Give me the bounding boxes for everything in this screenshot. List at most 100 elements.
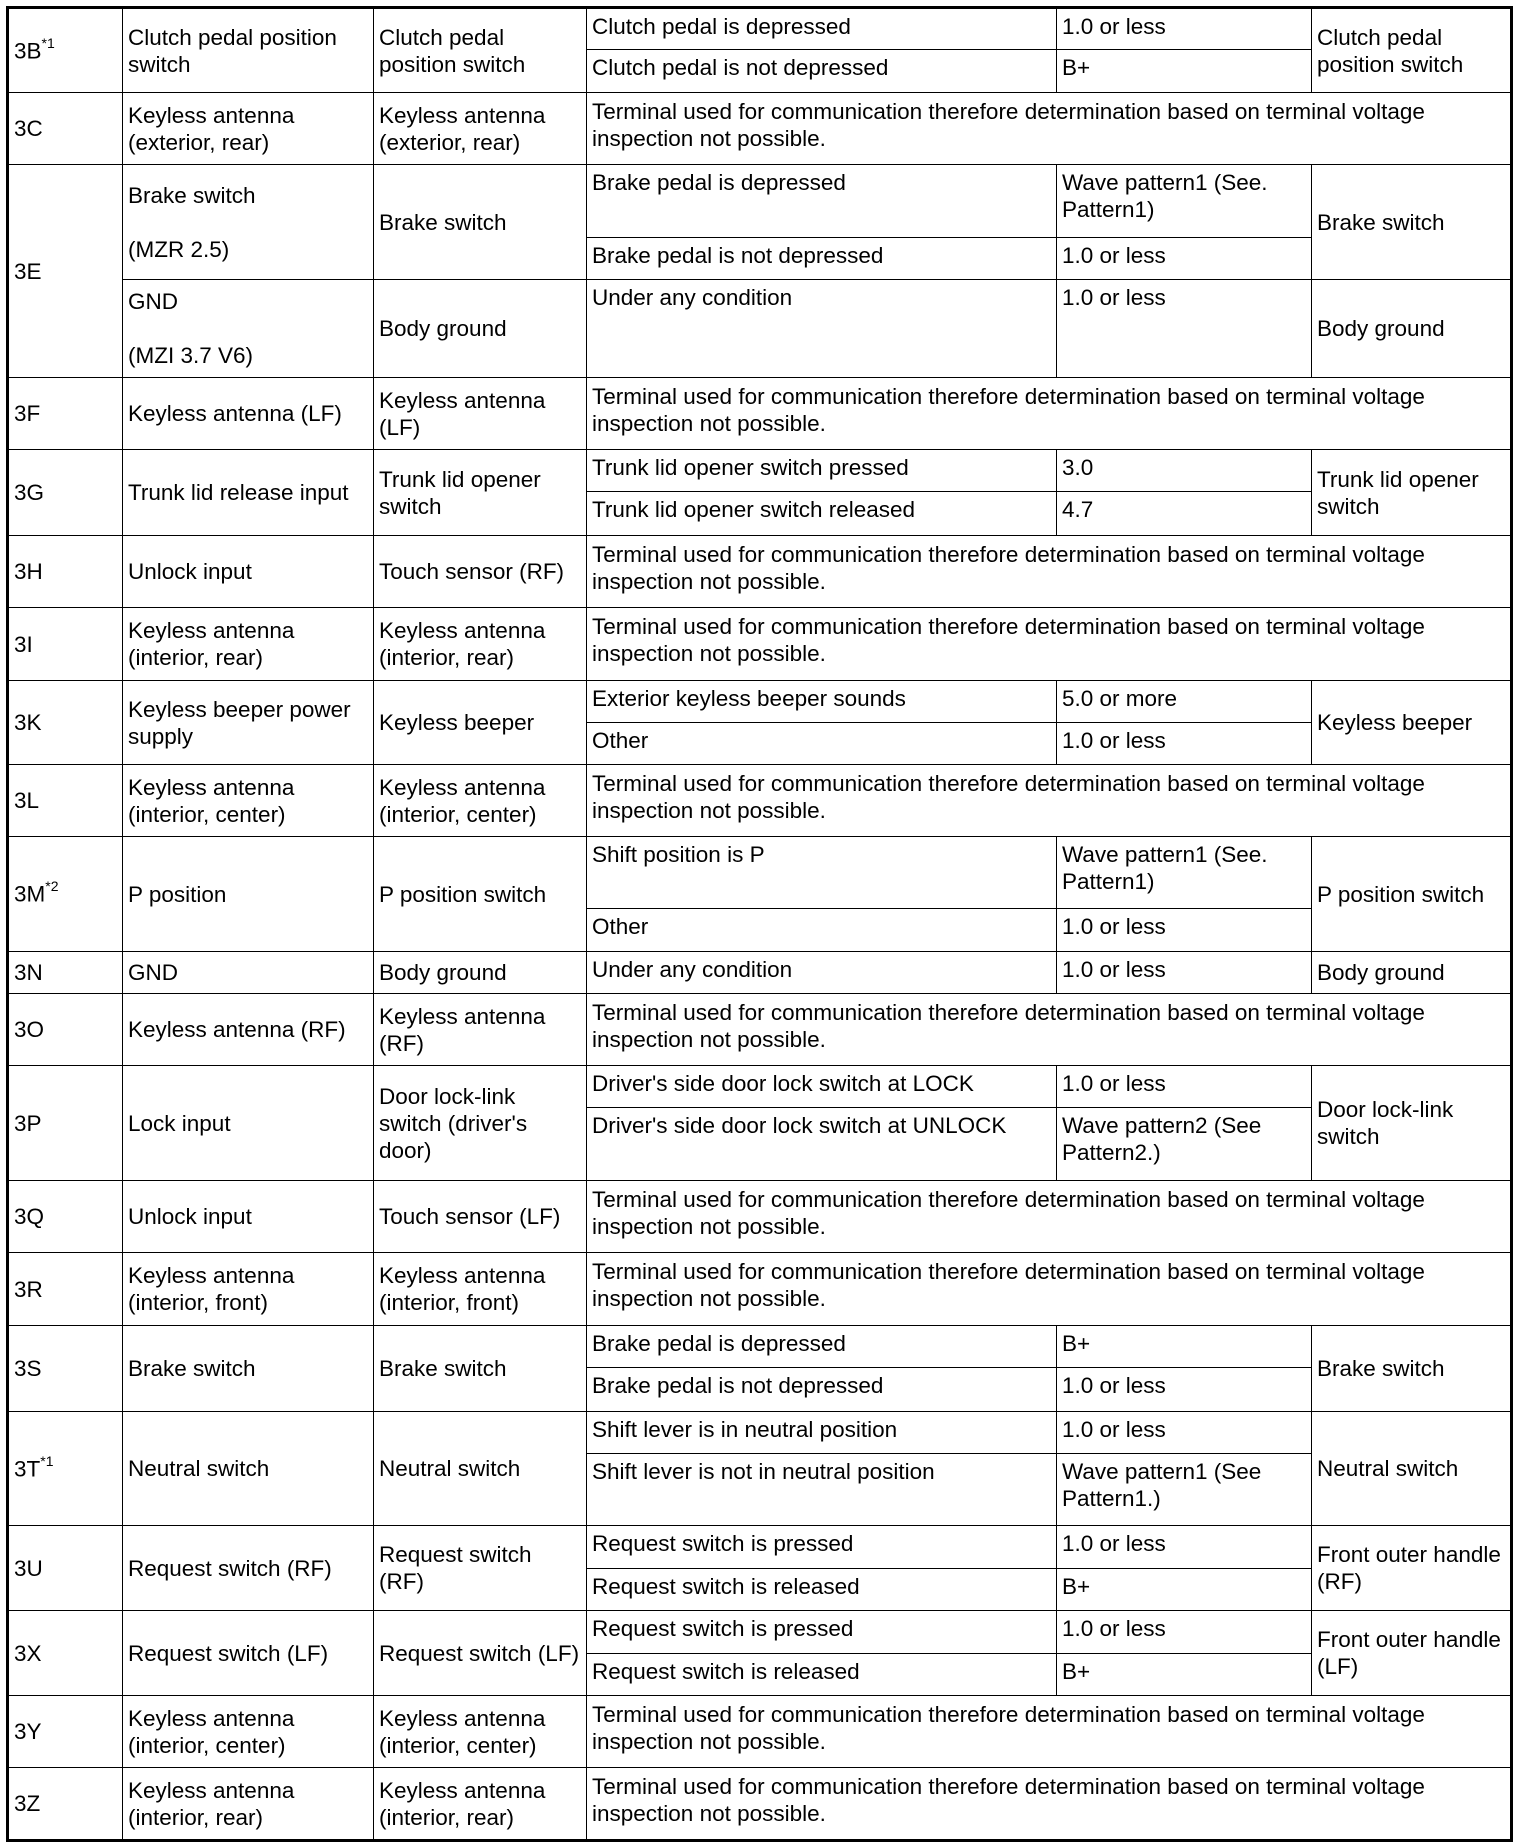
test-condition: Under any condition xyxy=(586,279,1057,378)
signal-name: Brake switch xyxy=(122,1325,374,1412)
table-row: Brake pedal is not depressed 1.0 or less xyxy=(8,237,1512,280)
inspection-item: Front outer handle (LF) xyxy=(1311,1610,1512,1696)
signal-name: Keyless antenna (interior, front) xyxy=(122,1252,374,1326)
voltage-value: 3.0 xyxy=(1056,449,1312,492)
communication-note: Terminal used for communication therefor… xyxy=(586,607,1512,681)
terminal-id: 3P xyxy=(14,1110,42,1136)
terminal-cell: 3H xyxy=(7,535,123,608)
test-condition: Trunk lid opener switch pressed xyxy=(586,449,1057,492)
table-row: 3Q Unlock input Touch sensor (LF) Terminal … xyxy=(7,1180,1512,1253)
connected-to: Keyless antenna (interior, rear) xyxy=(373,1767,587,1841)
table-row: Trunk lid opener switch released 4.7 xyxy=(8,491,1512,536)
voltage-value: Wave pattern1 (See. Pattern1) xyxy=(1056,836,1312,909)
test-condition: Clutch pedal is not depressed xyxy=(586,49,1057,93)
signal-name: Neutral switch xyxy=(122,1411,374,1526)
test-condition: Brake pedal is not depressed xyxy=(586,1367,1057,1412)
inspection-item: Body ground xyxy=(1311,279,1512,378)
terminal-id: 3H xyxy=(14,559,43,584)
terminal-id: 3M xyxy=(14,881,46,907)
inspection-item: Trunk lid opener switch xyxy=(1311,449,1512,536)
voltage-value: 1.0 or less xyxy=(1056,1525,1312,1569)
terminal-id: 3Y xyxy=(14,1719,42,1744)
terminal-id: 3O xyxy=(14,1017,45,1042)
signal-name: Clutch pedal position switch xyxy=(122,7,374,93)
test-condition: Other xyxy=(586,908,1057,952)
inspection-item: P position switch xyxy=(1311,836,1512,952)
table-row: 3R Keyless antenna (interior, front) Keyle… xyxy=(7,1252,1512,1326)
test-condition: Clutch pedal is depressed xyxy=(586,7,1057,50)
voltage-value: 1.0 or less xyxy=(1056,1367,1312,1412)
terminal-id: 3T xyxy=(14,1456,41,1482)
terminal-cell: 3R xyxy=(7,1252,123,1326)
test-condition: Shift lever is in neutral position xyxy=(586,1411,1057,1454)
signal-name: Unlock input xyxy=(122,1180,374,1253)
connected-to: Keyless antenna (interior, front) xyxy=(373,1252,587,1326)
table-row: 3X Request switch (LF) Request switch (LF)… xyxy=(7,1610,1512,1696)
footnote-mark: *2 xyxy=(45,878,59,895)
test-condition: Shift position is P xyxy=(586,836,1057,909)
test-condition: Request switch is released xyxy=(586,1653,1057,1696)
connected-to: Request switch (RF) xyxy=(373,1525,587,1611)
test-condition: Request switch is pressed xyxy=(586,1525,1057,1569)
communication-note: Terminal used for communication therefor… xyxy=(586,764,1512,837)
terminal-id: 3E xyxy=(14,258,42,284)
table-row: 3L Keyless antenna (interior, center) Keyl… xyxy=(7,764,1512,837)
table-row: 3M*2 P position P position switch Shift pos… xyxy=(7,836,1512,952)
terminal-cell: 3P xyxy=(7,1065,123,1181)
terminal-id: 3R xyxy=(14,1276,43,1302)
table-row: Request switch is released B+ xyxy=(8,1568,1512,1611)
signal-name: Request switch (RF) xyxy=(122,1525,374,1611)
voltage-value: 1.0 or less xyxy=(1056,279,1312,378)
terminal-cell: 3G xyxy=(7,449,123,536)
terminal-cell: 3Z xyxy=(7,1767,123,1841)
inspection-item: Keyless beeper xyxy=(1311,680,1512,765)
terminal-id: 3L xyxy=(14,788,40,813)
connected-to: Keyless beeper xyxy=(373,680,587,765)
voltage-value: 1.0 or less xyxy=(1056,1610,1312,1654)
voltage-value: 1.0 or less xyxy=(1056,1411,1312,1454)
terminal-cell: 3S xyxy=(7,1325,123,1412)
table-row: 3B*1 Clutch pedal position switch Clutch p… xyxy=(7,7,1512,93)
connected-to: Trunk lid opener switch xyxy=(373,449,587,536)
test-condition: Exterior keyless beeper sounds xyxy=(586,680,1057,723)
connected-to: Keyless antenna (exterior, rear) xyxy=(373,92,587,165)
test-condition: Request switch is released xyxy=(586,1568,1057,1611)
connected-to: Door lock-link switch (driver's door) xyxy=(373,1065,587,1181)
terminal-cell: 3I xyxy=(7,607,123,681)
terminal-id: 3N xyxy=(14,960,43,985)
terminal-cell: 3T*1 xyxy=(7,1411,123,1526)
signal-name: Brake switch (MZR 2.5) xyxy=(122,164,374,280)
terminal-cell: 3X xyxy=(7,1610,123,1696)
voltage-value: Wave pattern1 (See. Pattern1) xyxy=(1056,164,1312,238)
connected-to: Keyless antenna (LF) xyxy=(373,377,587,450)
inspection-item: Brake switch xyxy=(1311,164,1512,280)
terminal-id: 3I xyxy=(14,631,33,657)
table-row: 3S Brake switch Brake switch Brake pedal is… xyxy=(7,1325,1512,1412)
signal-name: Keyless antenna (interior, rear) xyxy=(122,1767,374,1841)
footnote-mark: *1 xyxy=(40,1452,54,1469)
test-condition: Driver's side door lock switch at LOCK xyxy=(586,1065,1057,1108)
inspection-item: Front outer handle (RF) xyxy=(1311,1525,1512,1611)
terminal-cell: 3Q xyxy=(7,1180,123,1253)
signal-name: Request switch (LF) xyxy=(122,1610,374,1696)
signal-name: Keyless beeper power supply xyxy=(122,680,374,765)
table-row: GND (MZI 3.7 V6) Body ground Under any con… xyxy=(8,279,1512,378)
communication-note: Terminal used for communication therefor… xyxy=(586,993,1512,1066)
communication-note: Terminal used for communication therefor… xyxy=(586,1695,1512,1768)
connected-to: Body ground xyxy=(373,951,587,994)
table-row: Other 1.0 or less xyxy=(8,908,1512,952)
terminal-id: 3X xyxy=(14,1640,42,1666)
inspection-item: Clutch pedal position switch xyxy=(1311,7,1512,93)
table-row: 3U Request switch (RF) Request switch (RF)… xyxy=(7,1525,1512,1611)
communication-note: Terminal used for communication therefor… xyxy=(586,92,1512,165)
table-row: 3C Keyless antenna (exterior, rear) Keyles… xyxy=(7,92,1512,165)
table-row: 3T*1 Neutral switch Neutral switch Shift le… xyxy=(7,1411,1512,1526)
terminal-id: 3U xyxy=(14,1555,43,1581)
communication-note: Terminal used for communication therefor… xyxy=(586,1767,1512,1841)
voltage-value: 1.0 or less xyxy=(1056,908,1312,952)
terminal-cell: 3N xyxy=(7,951,123,994)
terminal-id: 3S xyxy=(14,1356,42,1381)
connected-to: Touch sensor (LF) xyxy=(373,1180,587,1253)
communication-note: Terminal used for communication therefor… xyxy=(586,535,1512,608)
table-row: 3P Lock input Door lock-link switch (drive… xyxy=(7,1065,1512,1181)
